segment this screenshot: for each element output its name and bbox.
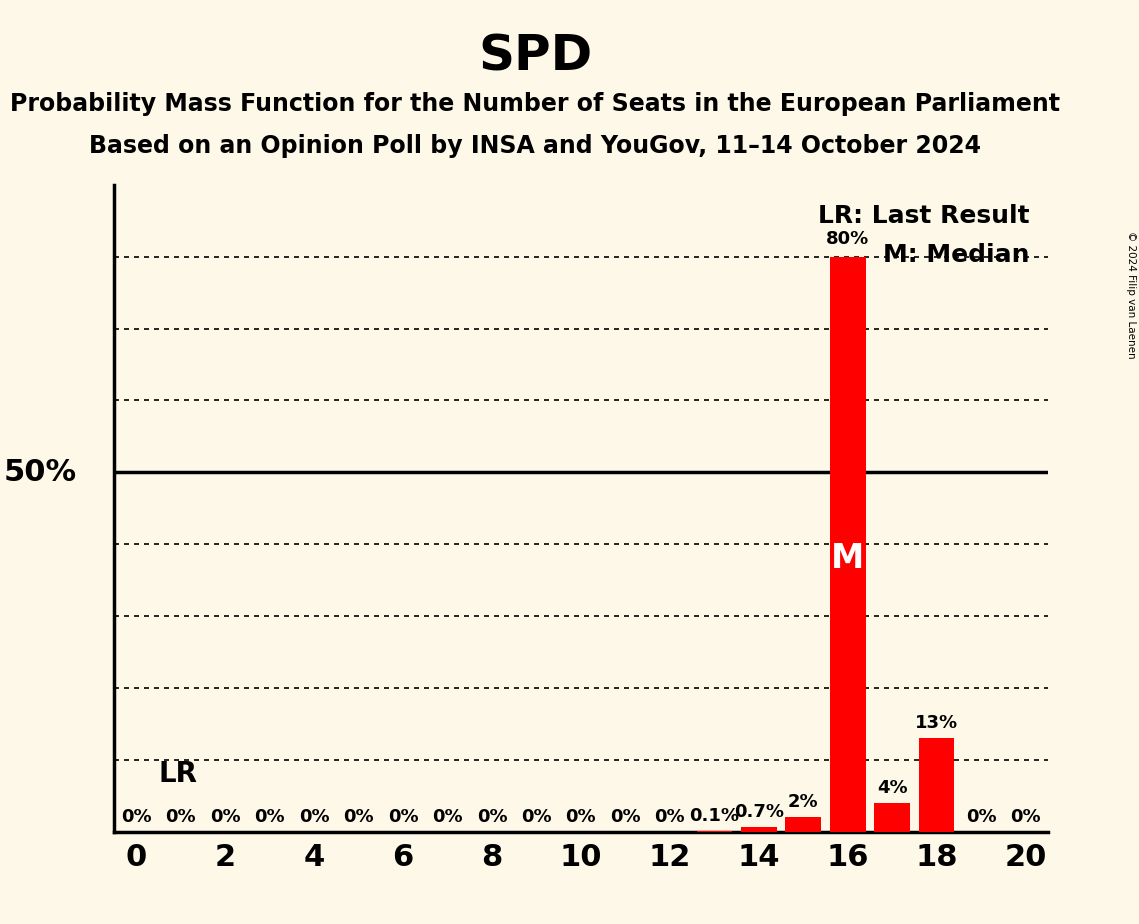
Bar [741,827,777,832]
Text: © 2024 Filip van Laenen: © 2024 Filip van Laenen [1126,231,1136,359]
Text: 0%: 0% [298,808,329,826]
Text: 0%: 0% [1010,808,1041,826]
Text: 0%: 0% [655,808,686,826]
Text: 0%: 0% [165,808,196,826]
Text: 13%: 13% [915,714,958,733]
Text: LR: LR [158,760,197,788]
Text: 0%: 0% [566,808,596,826]
Text: 0.7%: 0.7% [734,803,784,821]
Text: 0%: 0% [387,808,418,826]
Text: 4%: 4% [877,779,908,797]
Text: Based on an Opinion Poll by INSA and YouGov, 11–14 October 2024: Based on an Opinion Poll by INSA and You… [89,134,982,158]
Bar [919,738,954,832]
Text: 0%: 0% [254,808,285,826]
Text: SPD: SPD [478,32,592,80]
Text: 2%: 2% [788,794,819,811]
Text: 50%: 50% [3,457,76,487]
Text: 0%: 0% [476,808,507,826]
Text: 0%: 0% [343,808,374,826]
Text: 0%: 0% [121,808,151,826]
Bar [786,817,821,832]
Text: 0.1%: 0.1% [689,808,739,825]
Text: 0%: 0% [611,808,640,826]
Text: 0%: 0% [966,808,997,826]
Bar [875,803,910,832]
Text: 0%: 0% [522,808,551,826]
Bar [830,257,866,832]
Text: LR: Last Result: LR: Last Result [818,204,1030,228]
Text: M: M [831,542,865,575]
Text: 80%: 80% [826,230,869,248]
Text: M: Median: M: Median [883,243,1030,267]
Text: Probability Mass Function for the Number of Seats in the European Parliament: Probability Mass Function for the Number… [10,92,1060,116]
Text: 0%: 0% [432,808,462,826]
Text: 0%: 0% [210,808,240,826]
